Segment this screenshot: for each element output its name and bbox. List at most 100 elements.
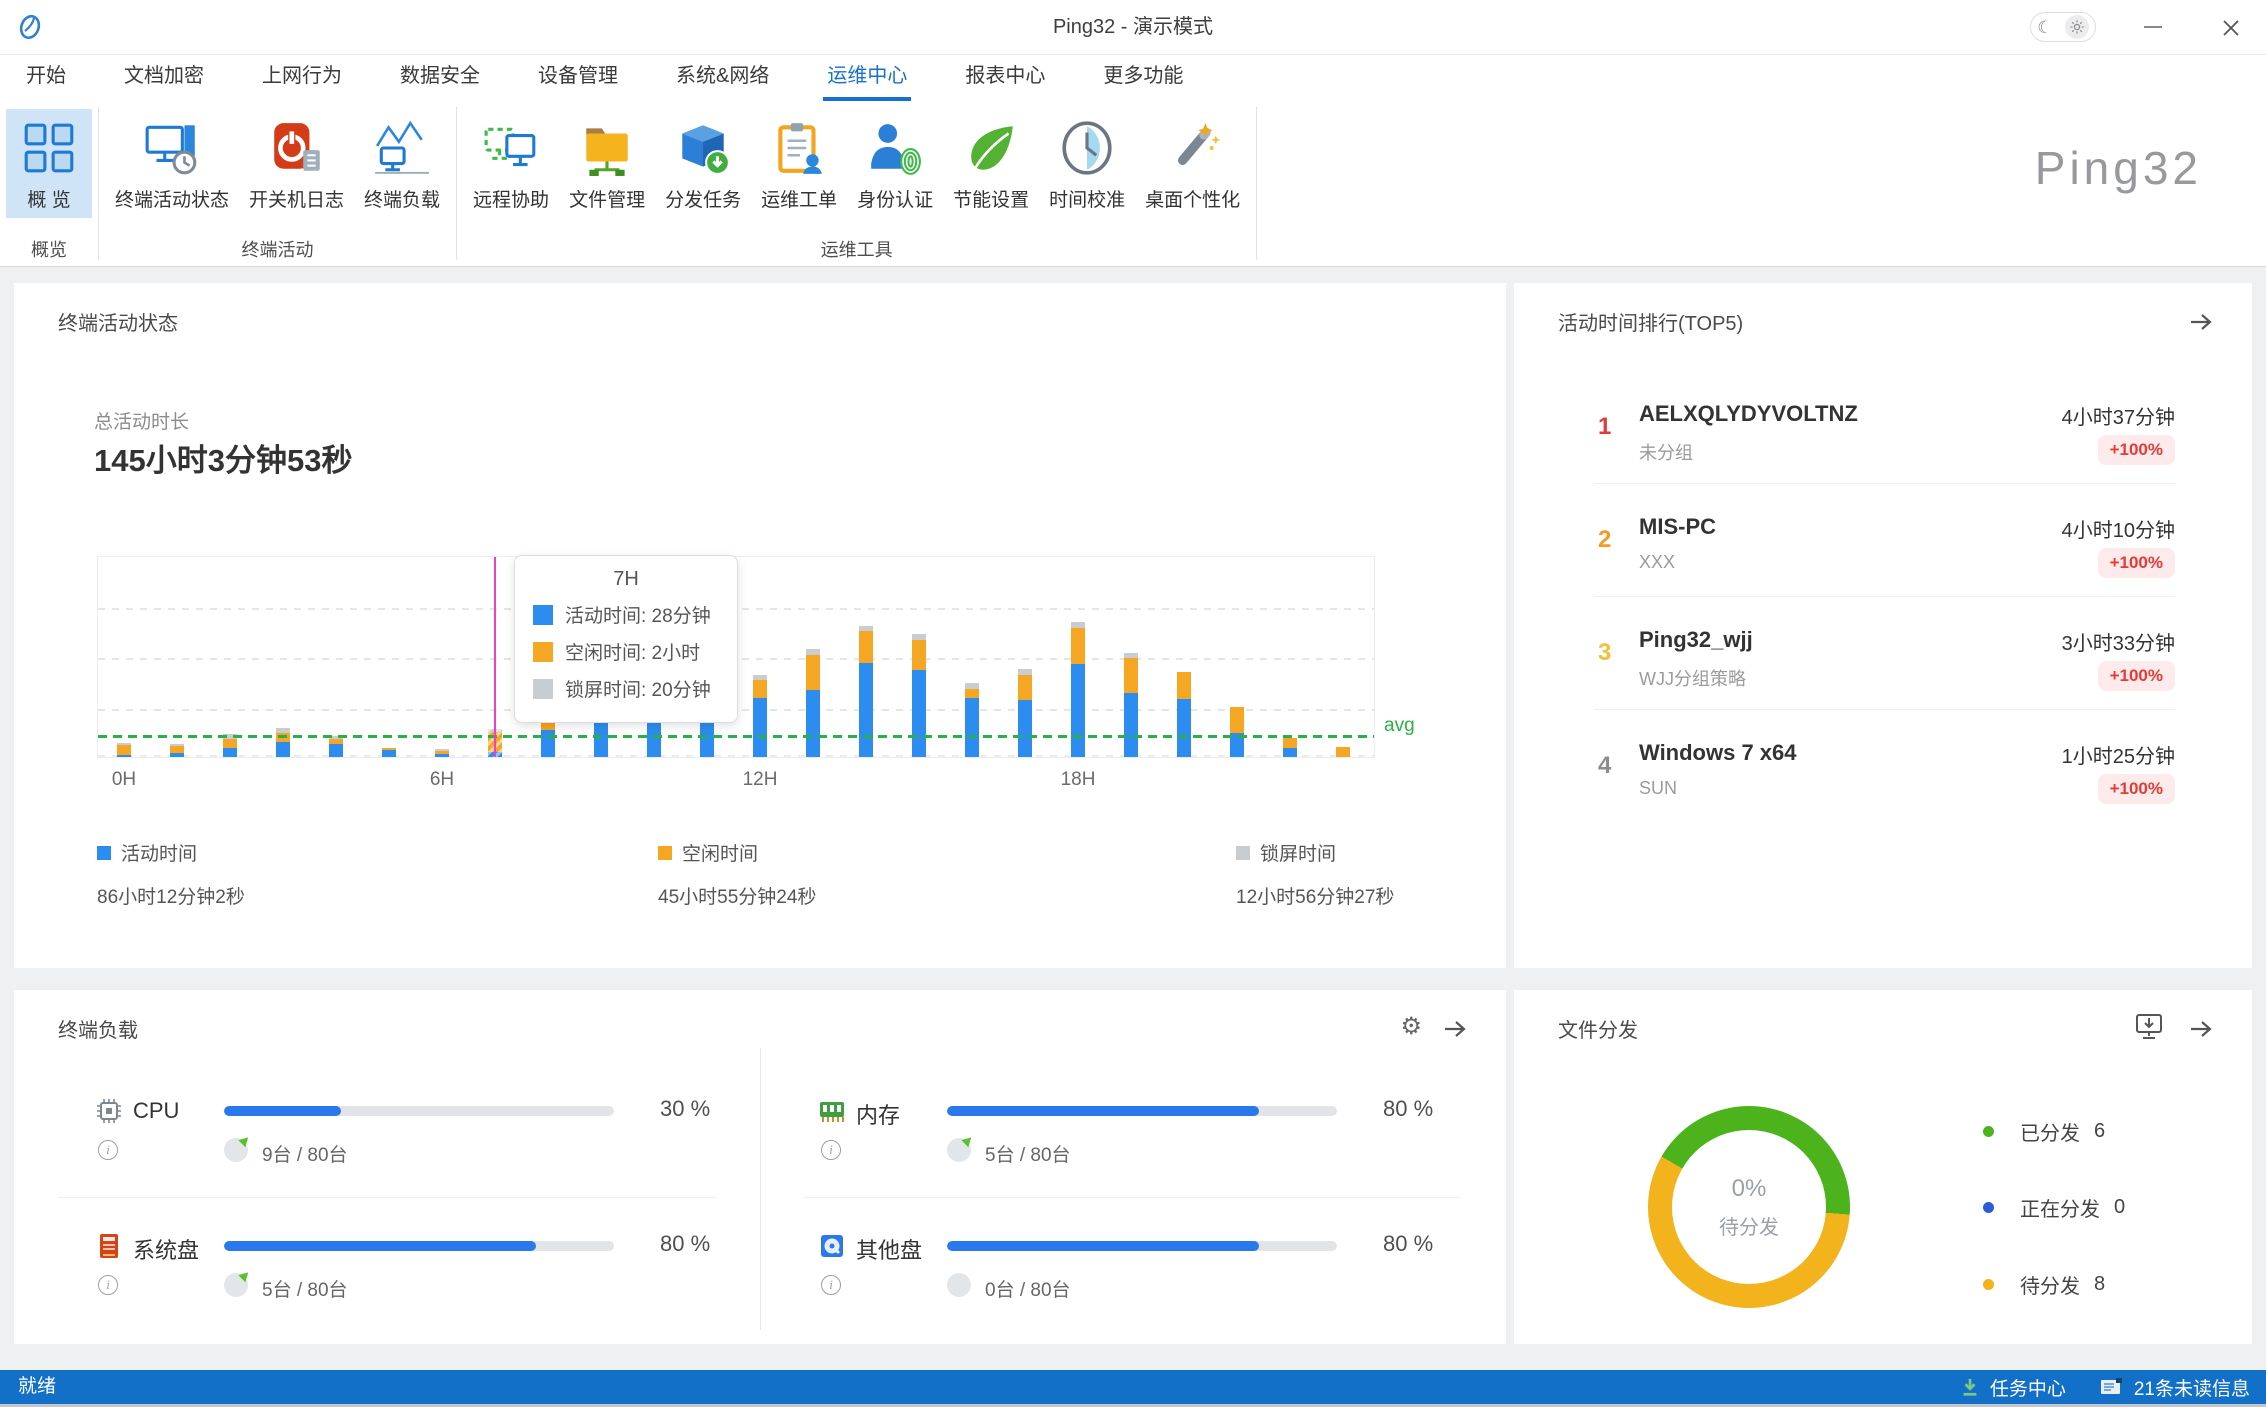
- stacked-bar-6H[interactable]: [435, 748, 449, 757]
- legend-name: 锁屏时间: [1260, 844, 1337, 865]
- stacked-bar-0H[interactable]: [117, 742, 131, 757]
- ranking-more-arrow-icon[interactable]: [2188, 309, 2214, 340]
- stacked-bar-21H[interactable]: [1230, 706, 1244, 757]
- bar-segment: [912, 633, 926, 640]
- stacked-bar-16H[interactable]: [965, 683, 979, 757]
- task-center-button[interactable]: 任务中心: [1960, 1374, 2066, 1401]
- stacked-bar-19H[interactable]: [1124, 652, 1138, 757]
- bar-segment: [753, 698, 767, 757]
- bar-segment: [1283, 747, 1297, 757]
- legend-item-active-time[interactable]: 活动时间 86小时12分钟2秒: [97, 839, 245, 909]
- bar-segment: [329, 743, 343, 757]
- bar-segment: [276, 728, 290, 733]
- activity-time: 1小时25分钟: [2061, 746, 2175, 768]
- info-icon[interactable]: [98, 1140, 118, 1160]
- terminal-load-button[interactable]: 终端负载: [354, 109, 450, 218]
- total-activity-value: 145小时3分钟53秒: [94, 443, 353, 478]
- ranking-row[interactable]: 1 AELXQLYDYVOLTNZ 未分组 4小时37分钟 +100%: [1594, 371, 2175, 484]
- bar-segment: [223, 738, 237, 748]
- terminal-activity-button[interactable]: 终端活动状态: [105, 109, 239, 218]
- tab-ops-center[interactable]: 运维中心: [823, 55, 912, 101]
- bar-segment: [1336, 746, 1350, 757]
- legend-item-idle-time[interactable]: 空闲时间 45小时55分钟24秒: [658, 839, 816, 909]
- overview-button[interactable]: 概 览: [6, 109, 92, 218]
- power-log-button[interactable]: 开关机日志: [239, 109, 354, 218]
- tab-report-center[interactable]: 报表中心: [965, 65, 1046, 87]
- identity-auth-button[interactable]: 身份认证: [847, 109, 943, 218]
- panel-activity-ranking: 活动时间排行(TOP5) 1 AELXQLYDYVOLTNZ 未分组 4小时37…: [1514, 283, 2252, 968]
- identity-auth-icon: [866, 119, 924, 177]
- status-ready-text: 就绪: [18, 1376, 57, 1397]
- ribbon-group-overview: 概 览 概览: [0, 101, 98, 266]
- tab-doc-encrypt[interactable]: 文档加密: [124, 65, 204, 87]
- file-manager-button[interactable]: 文件管理: [559, 109, 655, 218]
- unread-messages-button[interactable]: 21条未读信息: [2100, 1374, 2250, 1401]
- stacked-bar-13H[interactable]: [806, 648, 820, 757]
- task-center-label: 任务中心: [1989, 1378, 2066, 1400]
- info-icon[interactable]: [821, 1275, 841, 1295]
- bar-segment: [1177, 672, 1191, 700]
- dist-legend-pending: 待分发 8: [1983, 1270, 2105, 1299]
- info-icon[interactable]: [98, 1275, 118, 1295]
- stacked-bar-20H[interactable]: [1177, 672, 1191, 757]
- tab-device-manage[interactable]: 设备管理: [538, 65, 618, 87]
- ranking-row[interactable]: 3 Ping32_wjj WJJ分组策略 3小时33分钟 +100%: [1594, 597, 2175, 710]
- sun-icon[interactable]: [2064, 15, 2089, 39]
- remote-assist-button[interactable]: 远程协助: [463, 109, 559, 218]
- tooltip-row: 锁屏时间: 20分钟: [533, 675, 719, 702]
- dist-legend-dot: [1983, 1279, 1994, 1290]
- system-disk-icon: [94, 1231, 124, 1261]
- bar-segment: [117, 744, 131, 755]
- stacked-bar-23H[interactable]: [1336, 746, 1350, 757]
- stacked-bar-12H[interactable]: [753, 675, 767, 757]
- legend-item-lock-time[interactable]: 锁屏时间 12小时56分钟27秒: [1236, 839, 1394, 909]
- time-calibration-label: 时间校准: [1049, 190, 1126, 211]
- stacked-bar-1H[interactable]: [170, 744, 184, 757]
- desktop-personalize-button[interactable]: 桌面个性化: [1135, 109, 1250, 218]
- ranking-row[interactable]: 4 Windows 7 x64 SUN 1小时25分钟 +100%: [1594, 710, 2175, 823]
- load-more-arrow-icon[interactable]: [1442, 1016, 1468, 1047]
- bar-segment: [1071, 664, 1085, 757]
- distribute-download-icon[interactable]: [2134, 1012, 2164, 1047]
- dist-legend-dot: [1983, 1126, 1994, 1137]
- close-button[interactable]: [2220, 17, 2242, 39]
- tab-web-behavior[interactable]: 上网行为: [262, 65, 342, 87]
- stacked-bar-3H[interactable]: [276, 728, 290, 757]
- theme-toggle[interactable]: ☾: [2030, 12, 2096, 42]
- distribution-more-arrow-icon[interactable]: [2188, 1016, 2214, 1047]
- minimize-button[interactable]: [2144, 26, 2162, 28]
- tab-more-features[interactable]: 更多功能: [1103, 65, 1184, 87]
- tab-system-network[interactable]: 系统&网络: [676, 65, 770, 87]
- unread-messages-label: 21条未读信息: [2133, 1378, 2250, 1400]
- stacked-bar-22H[interactable]: [1283, 737, 1297, 757]
- stacked-bar-17H[interactable]: [1018, 669, 1032, 757]
- tab-start[interactable]: 开始: [26, 65, 66, 87]
- tooltip-row: 活动时间: 28分钟: [533, 601, 719, 628]
- moon-icon[interactable]: ☾: [2037, 17, 2053, 37]
- panel-title: 终端负载: [58, 1020, 138, 1042]
- ranking-row[interactable]: 2 MIS-PC XXX 4小时10分钟 +100%: [1594, 484, 2175, 597]
- stacked-bar-5H[interactable]: [382, 747, 396, 757]
- load-metric-name: 内存: [856, 1103, 901, 1128]
- tab-data-security[interactable]: 数据安全: [400, 65, 480, 87]
- ops-ticket-button[interactable]: 运维工单: [751, 109, 847, 218]
- info-icon[interactable]: [821, 1140, 841, 1160]
- distribute-task-button[interactable]: 分发任务: [655, 109, 751, 218]
- bar-segment: [1230, 732, 1244, 757]
- bar-segment: [965, 698, 979, 757]
- energy-saving-button[interactable]: 节能设置: [943, 109, 1039, 218]
- time-calibration-button[interactable]: 时间校准: [1039, 109, 1135, 218]
- activity-chart-plot[interactable]: 7H 活动时间: 28分钟 空闲时间: 2小时 锁屏时间: 20分钟 0H 6H 1…: [97, 555, 1375, 790]
- stacked-bar-4H[interactable]: [329, 736, 343, 757]
- distribution-donut-chart: 0% 待分发: [1648, 1106, 1850, 1308]
- tooltip-row-text: 活动时间: 28分钟: [565, 606, 711, 627]
- load-metric-name: CPU: [133, 1098, 180, 1123]
- stacked-bar-15H[interactable]: [912, 633, 926, 757]
- load-settings-gear-icon[interactable]: ⚙: [1400, 1013, 1422, 1040]
- stacked-bar-18H[interactable]: [1071, 621, 1085, 757]
- activity-time: 3小时33分钟: [2061, 633, 2175, 655]
- stacked-bar-14H[interactable]: [859, 625, 873, 757]
- terminal-name: Windows 7 x64: [1639, 740, 1797, 765]
- overview-grid-icon: [20, 119, 78, 177]
- terminal-name: Ping32_wjj: [1639, 627, 1753, 652]
